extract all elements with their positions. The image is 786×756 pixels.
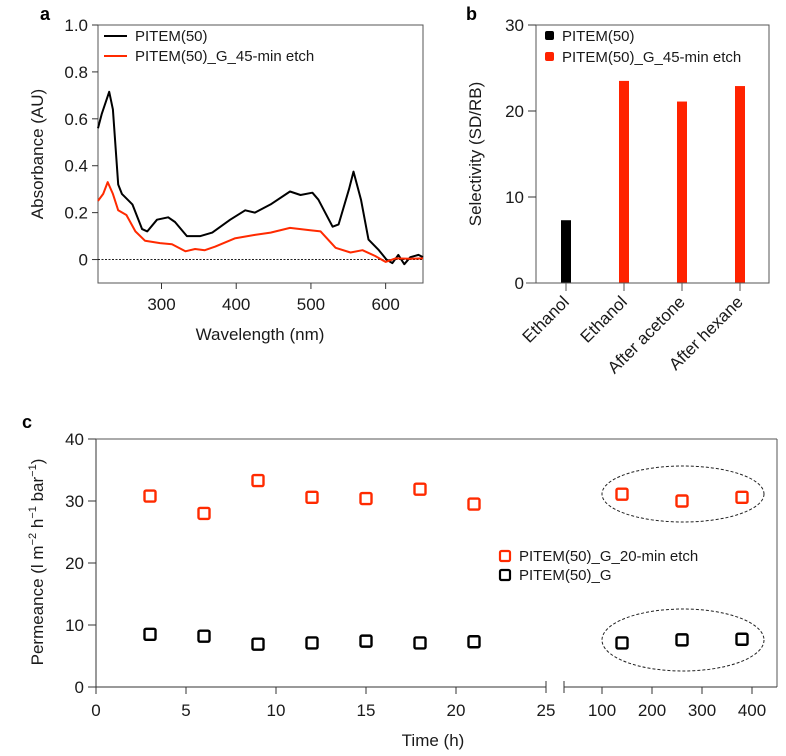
data-point-20min-etch bbox=[735, 490, 749, 504]
panel-c-x-tick-label: 400 bbox=[738, 701, 766, 720]
panel-a-x-tick-label: 400 bbox=[222, 295, 250, 314]
legend-label-pitem50-g-45min: PITEM(50)_G_45-min etch bbox=[135, 48, 314, 65]
highlight-ellipse-etched bbox=[601, 465, 765, 523]
panel-b-x-tick-label: Ethanol bbox=[577, 292, 631, 346]
panel-c-x-tick-label: 20 bbox=[447, 701, 466, 720]
panel-a-y-tick-label: 0.4 bbox=[64, 157, 88, 176]
ylabel-sup2: −1 bbox=[27, 506, 39, 519]
panel-a-y-tick-label: 0 bbox=[79, 251, 88, 270]
panel-c-x-axis-label: Time (h) bbox=[402, 731, 465, 750]
ylabel-main: Permeance (l m bbox=[28, 545, 47, 665]
data-point-20min-etch bbox=[197, 506, 211, 521]
legend-label-pitem50: PITEM(50) bbox=[562, 28, 635, 45]
panel-c-permeance-chart: 0 10 20 30 40 0 5 10 15 20 25 100 200 300 400 Time (h… bbox=[27, 430, 778, 750]
ylabel-mid2: bar bbox=[28, 476, 47, 506]
panel-a-y-tick-label: 0.6 bbox=[64, 110, 88, 129]
data-point-20min-etch bbox=[359, 491, 373, 506]
panel-c-x-tick-label: 15 bbox=[357, 701, 376, 720]
panel-a-y-tick-label: 0.2 bbox=[64, 204, 88, 223]
panel-b-y-axis-label: Selectivity (SD/RB) bbox=[466, 82, 485, 227]
data-point-pitem50-g bbox=[413, 636, 427, 650]
data-point-20min-etch bbox=[467, 497, 481, 511]
panel-c-y-tick-label: 30 bbox=[65, 492, 84, 511]
panel-a-x-tick-label: 300 bbox=[147, 295, 175, 314]
panel-b-y-tick-label: 30 bbox=[505, 16, 524, 35]
ylabel-mid1: h bbox=[28, 519, 47, 533]
data-point-20min-etch bbox=[251, 473, 265, 488]
data-point-20min-etch bbox=[305, 490, 319, 504]
panel-letter-c: c bbox=[22, 412, 32, 432]
panel-a-x-tick-label: 500 bbox=[297, 295, 325, 314]
legend-label-pitem50-g-45min: PITEM(50)_G_45-min etch bbox=[562, 49, 741, 66]
data-point-20min-etch bbox=[675, 494, 689, 508]
panel-a-x-axis-label: Wavelength (nm) bbox=[196, 325, 325, 344]
panel-c-x-tick-label: 100 bbox=[588, 701, 616, 720]
panel-c-x-tick-label: 200 bbox=[638, 701, 666, 720]
panel-b-y-tick-label: 10 bbox=[505, 188, 524, 207]
series-line-pitem50-g-45min bbox=[97, 181, 424, 263]
panel-a-y-axis-label: Absorbance (AU) bbox=[28, 89, 47, 219]
panel-c-y-tick-label: 20 bbox=[65, 554, 84, 573]
bar-pitem50-g-45min bbox=[735, 86, 745, 283]
panel-c-y-tick-label: 40 bbox=[65, 430, 84, 449]
panel-b-x-tick-label: Ethanol bbox=[519, 292, 573, 346]
panel-c-x-tick-label: 300 bbox=[688, 701, 716, 720]
ylabel-end: ) bbox=[28, 459, 47, 465]
data-point-pitem50-g bbox=[197, 629, 211, 643]
legend-marker-pitem50-g bbox=[498, 568, 512, 582]
panel-a-x-tick-label: 600 bbox=[371, 295, 399, 314]
data-point-pitem50-g bbox=[615, 636, 629, 650]
panel-c-x-tick-label: 5 bbox=[181, 701, 190, 720]
data-point-20min-etch bbox=[615, 487, 629, 501]
highlight-ellipse-unetched bbox=[601, 608, 765, 672]
panel-c-y-tick-label: 0 bbox=[75, 678, 84, 697]
ylabel-sup1: −2 bbox=[27, 533, 39, 546]
data-point-pitem50-g bbox=[359, 634, 373, 648]
data-point-pitem50-g bbox=[467, 635, 481, 649]
bar-pitem50-g-45min bbox=[619, 80, 629, 284]
legend-swatch-pitem50-g-45min bbox=[545, 52, 554, 61]
panel-c-x-tick-label: 25 bbox=[537, 701, 556, 720]
data-point-20min-etch bbox=[413, 482, 427, 496]
data-point-20min-etch bbox=[143, 489, 157, 503]
ylabel-sup3: −1 bbox=[27, 464, 39, 477]
legend-label-pitem50: PITEM(50) bbox=[135, 28, 208, 45]
panel-c-x-tick-label: 10 bbox=[267, 701, 286, 720]
panel-letter-a: a bbox=[40, 4, 51, 24]
panel-b-y-tick-label: 20 bbox=[505, 102, 524, 121]
data-point-pitem50-g bbox=[143, 627, 157, 641]
panel-a-legend: PITEM(50) PITEM(50)_G_45-min etch bbox=[104, 28, 314, 65]
panel-letter-b: b bbox=[466, 4, 477, 24]
bar-pitem50 bbox=[561, 220, 571, 283]
panel-c-legend: PITEM(50)_G_20-min etch PITEM(50)_G bbox=[498, 548, 698, 584]
panel-a-frame bbox=[97, 24, 424, 284]
data-point-pitem50-g bbox=[735, 632, 749, 646]
panel-b-legend: PITEM(50) PITEM(50)_G_45-min etch bbox=[545, 28, 741, 66]
panel-a-absorbance-chart: 0 0.2 0.4 0.6 0.8 1.0 300 400 500 600 Wavelength… bbox=[28, 16, 424, 344]
series-line-pitem50 bbox=[97, 90, 424, 266]
panel-c-x-tick-label: 0 bbox=[91, 701, 100, 720]
legend-swatch-pitem50 bbox=[545, 31, 554, 40]
panel-b-y-tick-label: 0 bbox=[515, 274, 524, 293]
bar-pitem50-g-45min bbox=[677, 101, 687, 283]
legend-marker-20min-etch bbox=[498, 549, 512, 563]
panel-a-y-tick-label: 1.0 bbox=[64, 16, 88, 35]
panel-c-y-tick-label: 10 bbox=[65, 616, 84, 635]
data-point-pitem50-g bbox=[675, 633, 689, 647]
data-point-pitem50-g bbox=[305, 636, 319, 650]
data-point-pitem50-g bbox=[251, 637, 265, 651]
legend-label-20min-etch: PITEM(50)_G_20-min etch bbox=[519, 548, 698, 565]
panel-c-y-axis-label: Permeance (l m−2 h−1 bar−1) bbox=[27, 459, 47, 666]
legend-label-pitem50-g: PITEM(50)_G bbox=[519, 567, 612, 584]
panel-a-y-tick-label: 0.8 bbox=[64, 63, 88, 82]
